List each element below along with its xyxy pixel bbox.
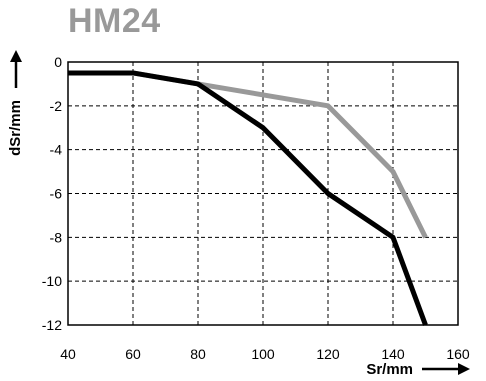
- y-tick-label: -12: [42, 317, 62, 333]
- series-line-1: [68, 70, 428, 326]
- plot-frame: [67, 61, 459, 326]
- x-tick-label: 100: [251, 346, 275, 362]
- x-axis-label: Sr/mm: [366, 361, 413, 378]
- chart-title: HM24: [68, 2, 161, 40]
- x-axis-arrowhead: [458, 363, 470, 375]
- y-tick-label: -10: [42, 273, 62, 289]
- y-axis-arrowhead: [10, 50, 22, 62]
- y-tick-label: -8: [50, 229, 63, 245]
- y-tick-label: -2: [50, 98, 63, 114]
- x-tick-label: 80: [190, 346, 206, 362]
- grid-lines: [68, 62, 458, 325]
- y-tick-label: -6: [50, 186, 63, 202]
- tick-labels: 40 60 80 100 120 140 160 0 -2 -4 -6 -8 -10 -12: [42, 54, 470, 362]
- x-tick-label: 60: [125, 346, 141, 362]
- series-layer: [68, 70, 428, 326]
- y-tick-label: 0: [54, 54, 62, 70]
- y-axis-label: dSr/mm: [7, 100, 24, 156]
- x-tick-label: 120: [316, 346, 340, 362]
- y-tick-label: -4: [50, 142, 63, 158]
- x-tick-label: 40: [60, 346, 76, 362]
- x-tick-label: 160: [446, 346, 470, 362]
- axis-labels: Sr/mm dSr/mm: [7, 50, 470, 378]
- x-tick-label: 140: [381, 346, 405, 362]
- series-line-2: [68, 70, 428, 239]
